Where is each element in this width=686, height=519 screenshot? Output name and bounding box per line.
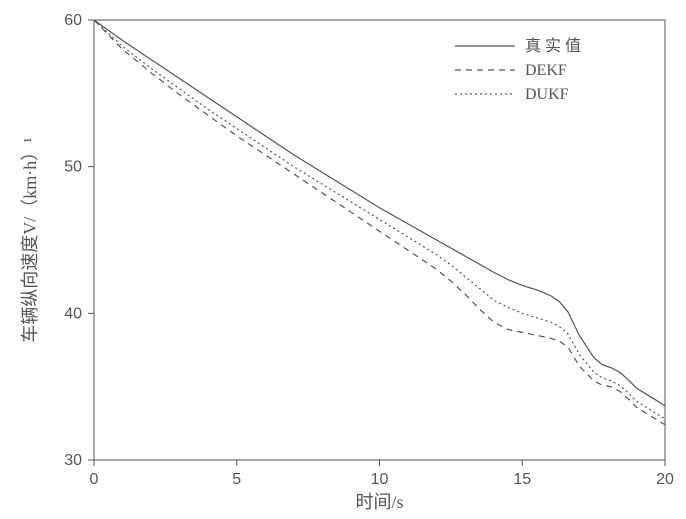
plot-border [94, 20, 665, 460]
x-tick-label: 5 [232, 471, 241, 488]
y-tick-label: 60 [64, 12, 82, 29]
x-tick-label: 0 [90, 471, 99, 488]
legend-label-dekf: DEKF [525, 62, 567, 79]
y-axis-label: 车辆纵向速度V/（km·h）¹ [20, 137, 40, 342]
x-axis-label: 时间/s [355, 492, 403, 512]
series-dekf [94, 20, 665, 425]
x-tick-label: 10 [371, 471, 389, 488]
y-tick-label: 50 [64, 159, 82, 176]
x-tick-label: 20 [656, 471, 674, 488]
y-tick-label: 30 [64, 452, 82, 469]
chart-svg: 0 5 10 15 20 30 40 50 60 时间/s 车辆纵向速度V/（km·h）¹ 真 实 值… [0, 0, 686, 519]
speed-chart: 0 5 10 15 20 30 40 50 60 时间/s 车辆纵向速度V/（km·h）¹ 真 实 值… [0, 0, 686, 519]
series-real [94, 20, 665, 406]
series-dukf [94, 20, 665, 419]
legend-label-real: 真 实 值 [525, 37, 581, 55]
y-tick-label: 40 [64, 305, 82, 322]
legend-label-dukf: DUKF [525, 86, 569, 103]
x-tick-label: 15 [513, 471, 531, 488]
